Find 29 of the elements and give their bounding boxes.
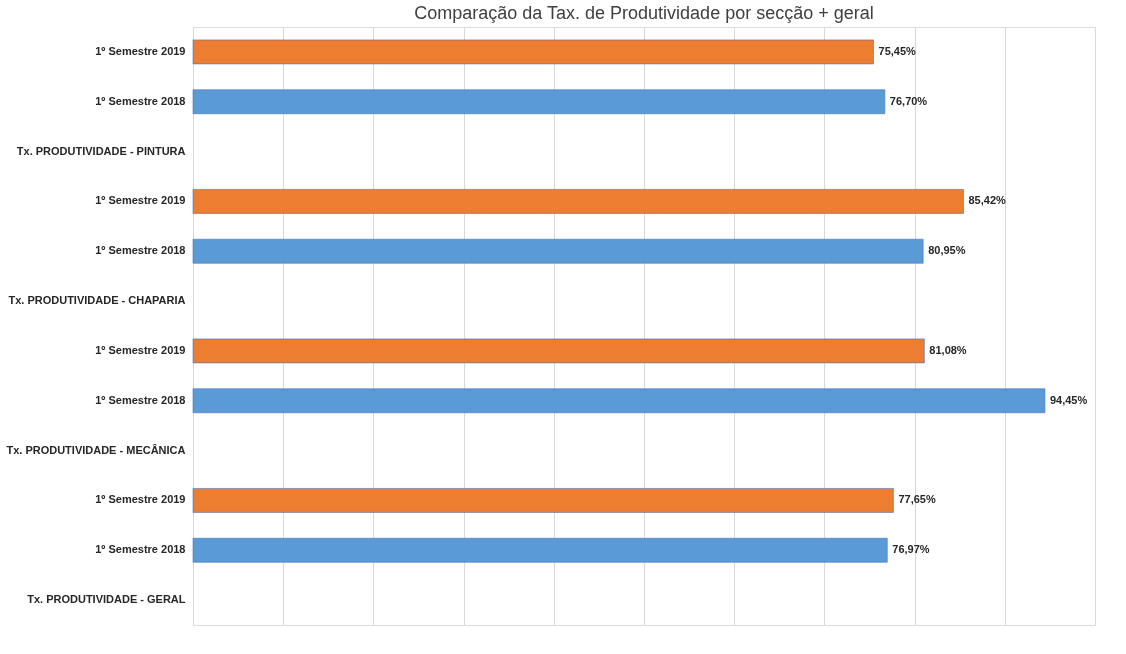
y-tick-label: 1º Semestre 2019 — [95, 194, 186, 207]
y-tick-label: 1º Semestre 2018 — [95, 94, 186, 107]
bar — [192, 338, 925, 364]
data-label: 81,08% — [929, 343, 967, 356]
y-tick-label: Tx. PRODUTIVIDADE - PINTURA — [16, 144, 186, 157]
data-label: 77,65% — [898, 493, 936, 506]
y-tick-label: 1º Semestre 2019 — [95, 44, 186, 57]
data-label: 75,45% — [878, 44, 917, 57]
y-tick-label: 1º Semestre 2018 — [95, 393, 186, 406]
chart-title: Comparação da Tax. de Produtividade por secção + geral — [414, 3, 874, 23]
y-tick-label: 1º Semestre 2018 — [95, 244, 186, 257]
bar — [192, 238, 924, 264]
data-label: 76,70% — [889, 94, 928, 107]
data-label: 94,45% — [1049, 393, 1088, 406]
data-label: 85,42% — [968, 194, 1007, 207]
y-tick-label: 1º Semestre 2018 — [95, 543, 186, 556]
y-tick-label: Tx. PRODUTIVIDADE - CHAPARIA — [8, 294, 186, 307]
bar — [192, 537, 888, 563]
data-label: 80,95% — [928, 244, 966, 257]
bar — [192, 388, 1046, 414]
bar — [192, 189, 964, 214]
y-tick-label: Tx. PRODUTIVIDADE - MECÂNICA — [6, 443, 186, 456]
bar — [192, 39, 874, 65]
bar — [192, 488, 894, 513]
y-tick-label: 1º Semestre 2019 — [95, 493, 186, 506]
data-label: 76,97% — [892, 543, 930, 556]
y-tick-label: 1º Semestre 2019 — [95, 343, 186, 356]
bar — [192, 89, 886, 115]
y-tick-label: Tx. PRODUTIVIDADE - GERAL — [27, 593, 186, 606]
